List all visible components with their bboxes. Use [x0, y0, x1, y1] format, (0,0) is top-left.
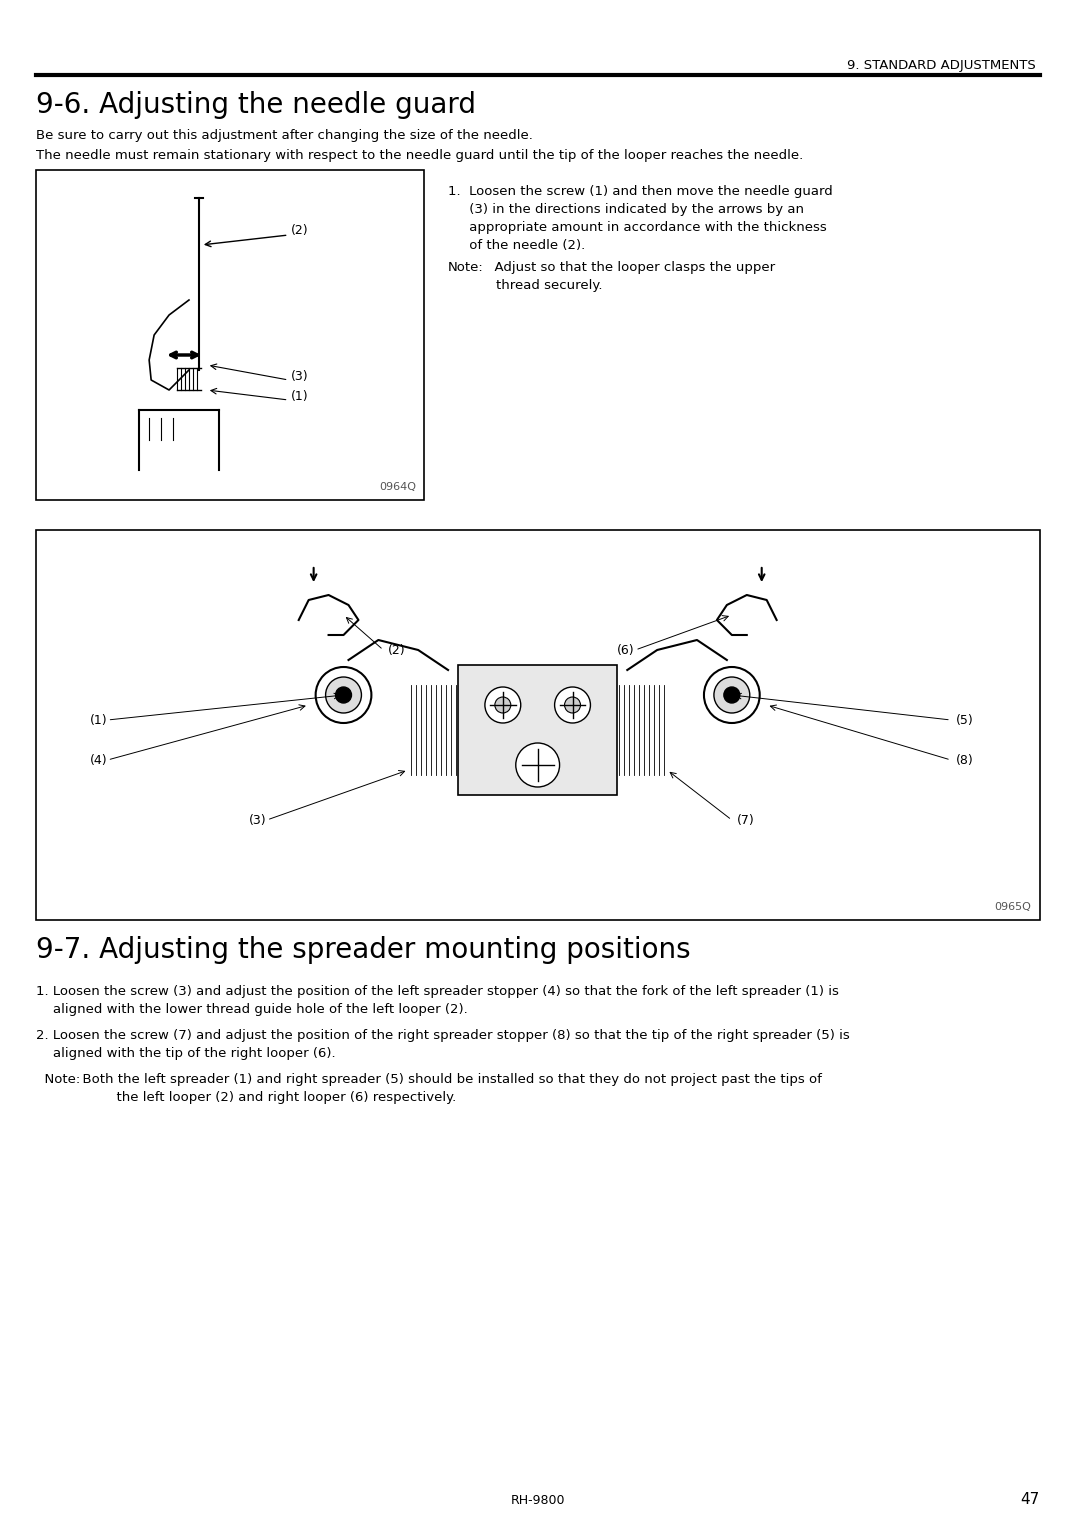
- Bar: [36, 170, 424, 500]
- Text: (1): (1): [90, 714, 107, 726]
- Circle shape: [315, 668, 372, 723]
- Text: 1.  Loosen the screw (1) and then move the needle guard: 1. Loosen the screw (1) and then move th…: [448, 185, 833, 199]
- Text: 1. Loosen the screw (3) and adjust the position of the left spreader stopper (4): 1. Loosen the screw (3) and adjust the p…: [36, 986, 839, 998]
- Text: 0964Q: 0964Q: [379, 481, 416, 492]
- Text: Note:: Note:: [36, 1073, 80, 1086]
- Text: (3): (3): [248, 813, 267, 827]
- Text: (6): (6): [618, 643, 635, 657]
- Circle shape: [516, 743, 559, 787]
- Text: (1): (1): [291, 390, 308, 402]
- Text: 0965Q: 0965Q: [995, 902, 1031, 912]
- Text: 9. STANDARD ADJUSTMENTS: 9. STANDARD ADJUSTMENTS: [847, 58, 1036, 72]
- Text: appropriate amount in accordance with the thickness: appropriate amount in accordance with th…: [448, 222, 827, 234]
- Circle shape: [336, 688, 351, 703]
- Circle shape: [565, 697, 580, 714]
- Text: 2. Loosen the screw (7) and adjust the position of the right spreader stopper (8: 2. Loosen the screw (7) and adjust the p…: [36, 1028, 850, 1042]
- Circle shape: [485, 688, 521, 723]
- Text: 9-6. Adjusting the needle guard: 9-6. Adjusting the needle guard: [36, 92, 476, 119]
- Text: aligned with the tip of the right looper (6).: aligned with the tip of the right looper…: [36, 1047, 336, 1060]
- Text: of the needle (2).: of the needle (2).: [448, 238, 585, 252]
- Bar: [458, 665, 618, 795]
- Text: (7): (7): [737, 813, 755, 827]
- Text: (5): (5): [956, 714, 973, 726]
- Text: 9-7. Adjusting the spreader mounting positions: 9-7. Adjusting the spreader mounting pos…: [36, 937, 690, 964]
- Text: Be sure to carry out this adjustment after changing the size of the needle.: Be sure to carry out this adjustment aft…: [36, 128, 532, 142]
- Circle shape: [714, 677, 750, 714]
- Text: (2): (2): [389, 643, 406, 657]
- Bar: [36, 530, 1040, 920]
- Text: Both the left spreader (1) and right spreader (5) should be installed so that th: Both the left spreader (1) and right spr…: [73, 1073, 822, 1086]
- Text: 47: 47: [1021, 1493, 1040, 1508]
- Text: Note:: Note:: [448, 261, 484, 274]
- Text: (8): (8): [956, 753, 973, 767]
- Text: (3): (3): [291, 370, 308, 382]
- Text: RH-9800: RH-9800: [511, 1493, 565, 1507]
- Text: thread securely.: thread securely.: [496, 280, 603, 292]
- Circle shape: [724, 688, 740, 703]
- Circle shape: [495, 697, 511, 714]
- Circle shape: [555, 688, 591, 723]
- Text: (4): (4): [90, 753, 107, 767]
- Text: the left looper (2) and right looper (6) respectively.: the left looper (2) and right looper (6)…: [73, 1091, 456, 1105]
- Text: Adjust so that the looper clasps the upper: Adjust so that the looper clasps the upp…: [486, 261, 775, 274]
- Text: (3) in the directions indicated by the arrows by an: (3) in the directions indicated by the a…: [448, 203, 805, 215]
- Text: aligned with the lower thread guide hole of the left looper (2).: aligned with the lower thread guide hole…: [36, 1002, 468, 1016]
- Text: (2): (2): [291, 223, 308, 237]
- Text: The needle must remain stationary with respect to the needle guard until the tip: The needle must remain stationary with r…: [36, 148, 804, 162]
- Circle shape: [704, 668, 759, 723]
- Circle shape: [325, 677, 362, 714]
